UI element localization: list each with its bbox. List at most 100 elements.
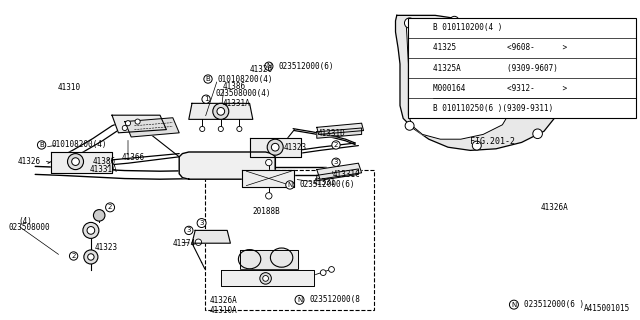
Circle shape	[536, 51, 546, 61]
Text: 023508000(4): 023508000(4)	[216, 89, 271, 98]
Polygon shape	[250, 138, 301, 157]
Text: 41310A: 41310A	[210, 306, 237, 315]
Text: 41323: 41323	[95, 244, 118, 252]
Circle shape	[37, 141, 46, 149]
Text: N: N	[287, 182, 292, 188]
Text: N: N	[511, 302, 516, 308]
Circle shape	[540, 41, 546, 47]
Circle shape	[405, 121, 414, 130]
Text: B: B	[205, 76, 211, 82]
Text: N: N	[266, 63, 271, 69]
Circle shape	[332, 141, 340, 149]
Circle shape	[122, 125, 127, 131]
Text: 41331C: 41331C	[333, 170, 360, 179]
Text: 023512000(6): 023512000(6)	[278, 62, 334, 71]
Circle shape	[417, 23, 426, 32]
Circle shape	[204, 75, 212, 83]
Polygon shape	[242, 170, 294, 187]
Circle shape	[218, 126, 223, 132]
Polygon shape	[317, 169, 358, 181]
Text: 41326: 41326	[18, 157, 41, 166]
Circle shape	[106, 203, 115, 212]
Polygon shape	[189, 103, 253, 119]
Bar	[408, 18, 636, 118]
Circle shape	[135, 119, 140, 124]
Polygon shape	[317, 128, 362, 138]
Circle shape	[260, 273, 271, 284]
Circle shape	[404, 18, 415, 28]
Circle shape	[125, 121, 131, 126]
Circle shape	[268, 139, 283, 155]
Circle shape	[200, 126, 205, 132]
Polygon shape	[221, 270, 314, 286]
Text: 41331D: 41331D	[318, 129, 346, 138]
Text: 2: 2	[334, 142, 338, 148]
Polygon shape	[192, 230, 230, 243]
Text: 41331A: 41331A	[223, 100, 250, 108]
Circle shape	[88, 254, 94, 260]
Text: 010108200(4): 010108200(4)	[51, 140, 107, 149]
Text: 41325A          (9309-9607): 41325A (9309-9607)	[433, 63, 557, 73]
Text: 41366: 41366	[122, 153, 145, 162]
Text: 41386: 41386	[223, 82, 246, 91]
Text: N: N	[297, 297, 302, 303]
Text: 41310: 41310	[58, 83, 81, 92]
Circle shape	[202, 95, 210, 103]
Circle shape	[93, 210, 105, 221]
Circle shape	[266, 159, 272, 166]
Text: 1: 1	[419, 105, 424, 111]
Text: 41326A: 41326A	[210, 296, 237, 305]
Circle shape	[197, 219, 206, 228]
Text: 3: 3	[186, 228, 191, 233]
Text: B: B	[39, 142, 44, 148]
Circle shape	[87, 227, 95, 234]
Text: 3: 3	[199, 220, 204, 226]
Text: 023512000(6 ): 023512000(6 )	[524, 300, 584, 309]
Text: 3: 3	[419, 25, 424, 31]
Text: 023512000(6): 023512000(6)	[300, 180, 355, 189]
Circle shape	[417, 64, 426, 72]
Text: 41331: 41331	[312, 178, 335, 187]
Circle shape	[237, 126, 242, 132]
Circle shape	[212, 103, 229, 119]
Polygon shape	[125, 118, 179, 137]
Circle shape	[329, 267, 334, 272]
Polygon shape	[51, 152, 112, 173]
Text: 010108200(4): 010108200(4)	[218, 75, 273, 84]
Circle shape	[195, 239, 202, 245]
Ellipse shape	[239, 250, 261, 269]
Circle shape	[533, 129, 543, 139]
Text: A415001015: A415001015	[584, 304, 630, 313]
Polygon shape	[406, 24, 512, 139]
Text: 41326: 41326	[250, 65, 273, 74]
Text: M000164         <9312-      >: M000164 <9312- >	[433, 84, 567, 93]
Circle shape	[84, 250, 98, 264]
Polygon shape	[317, 163, 362, 179]
Text: 41331A: 41331A	[90, 165, 117, 174]
Circle shape	[472, 141, 481, 150]
Text: 2: 2	[108, 204, 112, 210]
Polygon shape	[396, 15, 560, 150]
Circle shape	[83, 222, 99, 238]
Text: 41326A: 41326A	[541, 203, 568, 212]
Circle shape	[332, 158, 340, 166]
Circle shape	[295, 295, 304, 304]
Text: 3: 3	[333, 159, 339, 165]
Circle shape	[417, 104, 426, 112]
Text: (4): (4)	[18, 217, 32, 226]
Text: 41323: 41323	[284, 143, 307, 152]
Text: FIG.201-2: FIG.201-2	[470, 137, 515, 146]
Circle shape	[503, 45, 513, 54]
Circle shape	[321, 270, 326, 276]
Text: 023512000(8: 023512000(8	[310, 295, 360, 304]
Circle shape	[265, 62, 273, 70]
Circle shape	[509, 300, 518, 309]
Polygon shape	[179, 152, 275, 179]
Circle shape	[184, 226, 193, 235]
Circle shape	[72, 158, 79, 165]
Circle shape	[285, 181, 294, 189]
Circle shape	[499, 41, 516, 59]
Ellipse shape	[271, 248, 293, 267]
Circle shape	[271, 143, 279, 151]
Circle shape	[450, 16, 459, 25]
